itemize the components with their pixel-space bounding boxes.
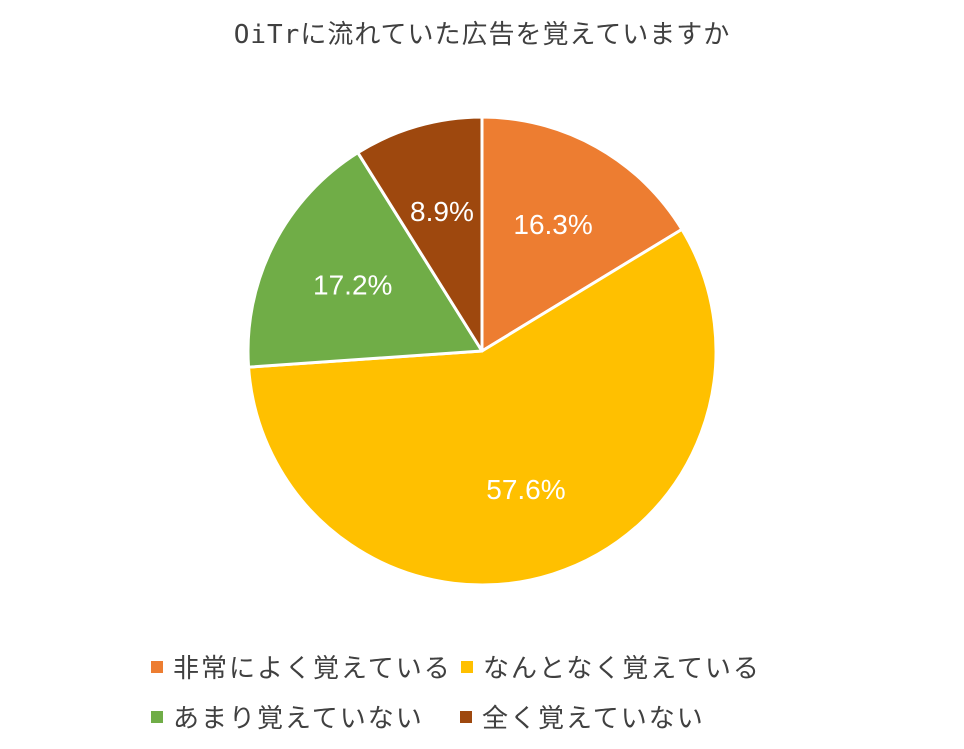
pie-slice: [247, 227, 718, 587]
data-label: 16.3%: [513, 209, 592, 240]
chart-title: OiTrに流れていた広告を覚えていますか: [233, 20, 731, 50]
pie-slice: [246, 151, 484, 369]
pie-slices: [246, 115, 718, 587]
pie-slice: [480, 115, 684, 353]
data-label: 8.9%: [410, 196, 474, 227]
data-label: 57.6%: [486, 474, 565, 505]
data-label: 17.2%: [313, 270, 392, 301]
pie-slice: [356, 115, 484, 353]
data-labels: 16.3% 57.6% 17.2% 8.9%: [313, 196, 593, 505]
